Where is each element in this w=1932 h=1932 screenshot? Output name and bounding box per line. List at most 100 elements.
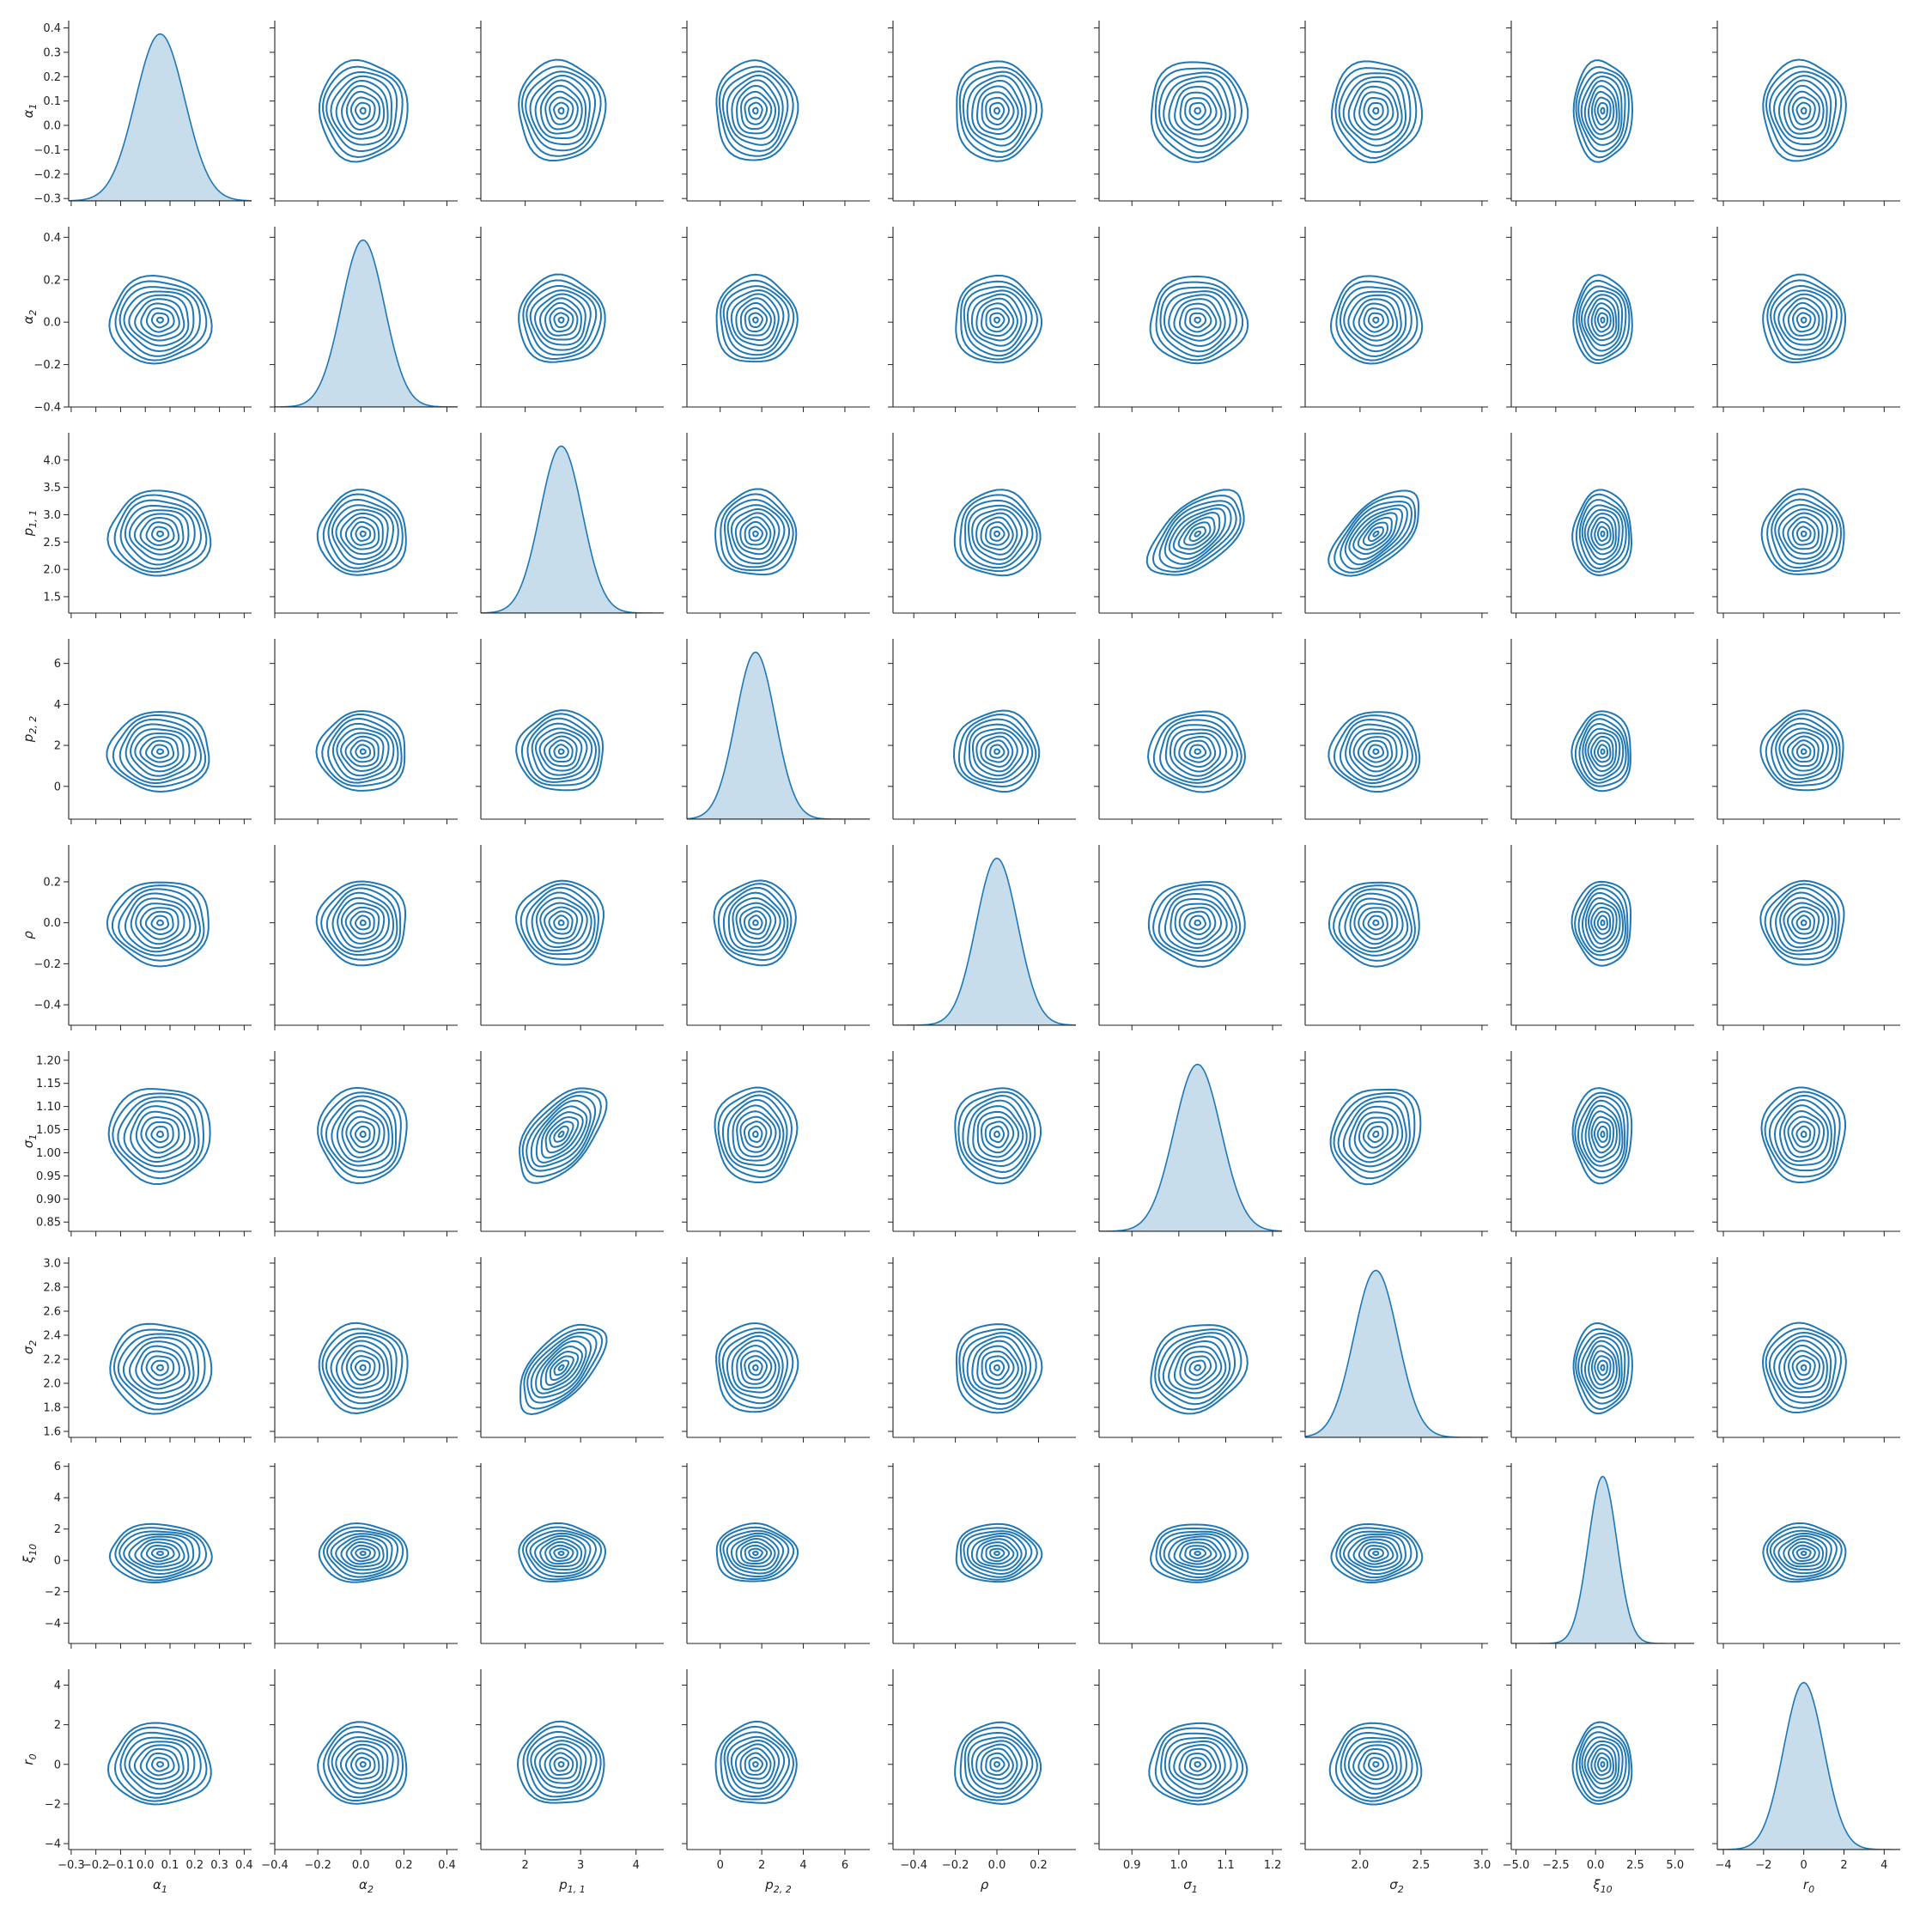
panel-xi10-vs-rho bbox=[888, 1463, 1076, 1649]
x-tick-label: 0.2 bbox=[185, 1859, 204, 1872]
kde-contour bbox=[1761, 1321, 1847, 1414]
kde-contour bbox=[1338, 888, 1413, 957]
y-tick-label: 4 bbox=[54, 699, 61, 712]
panel-marks bbox=[106, 881, 210, 968]
kde-contour bbox=[522, 1725, 602, 1801]
x-tick-label: 0.0 bbox=[137, 1859, 155, 1872]
kde-contour bbox=[523, 1327, 604, 1410]
kde-contour bbox=[748, 312, 763, 329]
x-axis-label-rho: ρ bbox=[981, 1877, 989, 1893]
kde-contour bbox=[1783, 1110, 1826, 1158]
y-tick-label: 2.8 bbox=[43, 1282, 61, 1295]
kde-contour bbox=[1347, 80, 1403, 141]
kde-contour bbox=[535, 1105, 588, 1163]
kde-contour bbox=[1194, 748, 1202, 756]
kde-contour bbox=[145, 739, 175, 763]
kde-contour bbox=[119, 499, 202, 570]
y-tick-label: 2 bbox=[54, 1523, 61, 1536]
panel-sigma2-vs-p11 bbox=[476, 1257, 664, 1443]
panel-marks bbox=[1328, 1722, 1423, 1806]
kde-contour bbox=[526, 886, 596, 956]
kde-contour bbox=[748, 1547, 763, 1559]
kde-contour bbox=[1775, 891, 1833, 952]
kde-contour bbox=[1593, 739, 1612, 763]
kde-contour bbox=[156, 1761, 164, 1768]
kde-contour bbox=[557, 919, 565, 927]
kde-contour bbox=[1179, 1541, 1218, 1565]
kde-contour bbox=[327, 717, 399, 784]
y-tick-label: 0.95 bbox=[36, 1170, 61, 1183]
kde-contour bbox=[730, 293, 780, 347]
kde-contour bbox=[1777, 79, 1828, 140]
kde-contour bbox=[111, 884, 205, 962]
kde-contour bbox=[538, 1743, 582, 1784]
panel-alpha2-vs-p11 bbox=[476, 227, 664, 412]
kde-contour bbox=[1178, 1747, 1217, 1781]
kde-contour bbox=[1342, 1100, 1407, 1168]
kde-contour bbox=[1795, 744, 1812, 759]
kde-contour bbox=[1791, 1544, 1816, 1563]
kde-contour bbox=[748, 1125, 763, 1143]
kde-contour bbox=[722, 886, 789, 956]
kde-contour bbox=[150, 1126, 169, 1144]
panel-p22-vs-alpha2 bbox=[270, 639, 458, 824]
kde-contour bbox=[735, 902, 777, 945]
kde-contour bbox=[1766, 279, 1843, 361]
kde-contour bbox=[331, 504, 394, 565]
y-tick-label: 0.0 bbox=[43, 317, 61, 330]
kde-contour bbox=[1581, 504, 1624, 566]
y-tick-label: 1.10 bbox=[36, 1101, 61, 1114]
kde-contour bbox=[744, 520, 768, 546]
panel-sigma2-vs-rho bbox=[888, 1257, 1076, 1443]
kde-contour bbox=[957, 713, 1037, 788]
kde-contour bbox=[322, 65, 404, 159]
kde-contour bbox=[993, 1551, 1000, 1557]
kde-contour bbox=[1372, 1130, 1380, 1139]
kde-contour bbox=[1588, 1110, 1618, 1158]
kde-contour bbox=[989, 526, 1005, 542]
kde-contour bbox=[752, 919, 759, 927]
kde-contour bbox=[1783, 902, 1825, 945]
kde-contour bbox=[1327, 489, 1420, 577]
kde-contour bbox=[128, 294, 190, 347]
kde-contour bbox=[967, 1736, 1029, 1795]
kde-contour bbox=[993, 748, 1001, 755]
kde-contour bbox=[340, 732, 385, 772]
panel-p11-vs-p22 bbox=[682, 433, 870, 618]
kde-contour bbox=[339, 512, 384, 556]
kde-contour bbox=[1348, 1105, 1404, 1163]
kde-contour bbox=[337, 896, 390, 949]
kde-contour bbox=[963, 1530, 1033, 1578]
kde-contour bbox=[1600, 530, 1606, 538]
kde-contour bbox=[1596, 1359, 1608, 1376]
x-tick-label: 0 bbox=[1801, 1859, 1807, 1872]
x-tick-label: 1.2 bbox=[1264, 1859, 1282, 1872]
kde-contour bbox=[1329, 1088, 1422, 1186]
kde-contour bbox=[1168, 80, 1227, 141]
kde-contour bbox=[1183, 910, 1212, 936]
kde-contour bbox=[1771, 498, 1838, 569]
kde-contour bbox=[971, 508, 1024, 561]
panel-r0-vs-sigma1: 0.9 1.0 1.1 1.2 σ1 bbox=[1094, 1669, 1282, 1895]
kde-contour bbox=[962, 70, 1032, 153]
panel-marks bbox=[518, 1522, 606, 1583]
kde-contour bbox=[112, 714, 207, 788]
x-tick-label: 2 bbox=[1840, 1859, 1847, 1872]
kde-contour bbox=[106, 489, 212, 577]
y-tick-label: 0.1 bbox=[43, 95, 61, 108]
x-axis-label-alpha1: α1 bbox=[153, 1877, 167, 1895]
panel-rho-vs-sigma2 bbox=[1300, 845, 1488, 1030]
kde-contour bbox=[549, 1121, 574, 1148]
panel-p11-vs-rho bbox=[888, 433, 1076, 618]
kde-contour bbox=[539, 902, 584, 945]
panel-marks bbox=[1147, 710, 1247, 793]
kde-contour bbox=[521, 1526, 603, 1581]
kde-contour bbox=[114, 280, 208, 361]
kde-contour bbox=[1340, 1732, 1413, 1799]
kde-contour bbox=[976, 1110, 1020, 1158]
kde-contour bbox=[971, 1740, 1023, 1790]
kde-contour bbox=[1583, 80, 1620, 140]
kde-contour bbox=[1787, 1115, 1820, 1153]
y-tick-label: 0.4 bbox=[43, 22, 61, 35]
panel-marks bbox=[1572, 1322, 1633, 1415]
